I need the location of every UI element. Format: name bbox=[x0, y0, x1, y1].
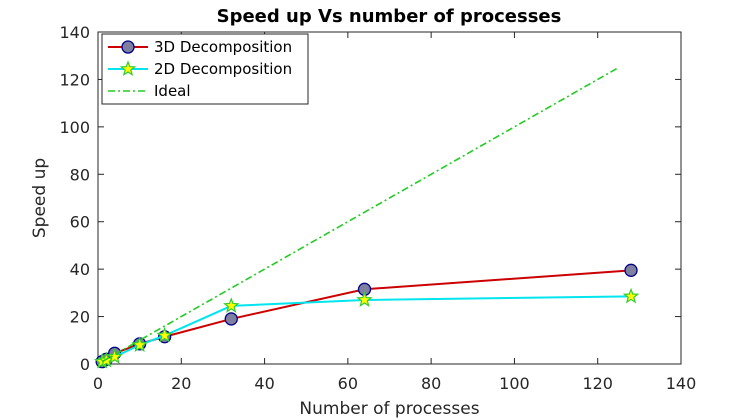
y-axis-label: Speed up bbox=[30, 158, 50, 238]
y-tick-label: 40 bbox=[70, 260, 90, 279]
x-tick-label: 100 bbox=[499, 374, 530, 393]
legend-label: 2D Decomposition bbox=[154, 60, 292, 78]
x-tick-label: 20 bbox=[171, 374, 191, 393]
series-line bbox=[101, 66, 619, 363]
data-point bbox=[224, 312, 238, 326]
x-tick-label: 140 bbox=[666, 374, 697, 393]
x-tick-label: 120 bbox=[582, 374, 613, 393]
y-axis-ticks: 0 20 40 60 80 100 120 140 bbox=[59, 23, 681, 374]
series-2 bbox=[93, 287, 640, 369]
chart-title: Speed up Vs number of processes bbox=[217, 6, 562, 27]
y-tick-label: 120 bbox=[59, 70, 90, 89]
legend-marker bbox=[121, 40, 135, 54]
x-tick-label: 60 bbox=[338, 374, 358, 393]
y-tick-label: 0 bbox=[80, 355, 90, 374]
data-point bbox=[156, 326, 173, 343]
series-3 bbox=[101, 66, 619, 363]
data-point bbox=[106, 348, 123, 364]
y-tick-label: 80 bbox=[70, 165, 90, 184]
x-axis-label: Number of processes bbox=[299, 399, 479, 419]
data-point bbox=[356, 291, 373, 307]
data-point bbox=[622, 287, 640, 304]
legend: 3D Decomposition 2D Decomposition Ideal bbox=[101, 33, 309, 105]
x-tick-label: 40 bbox=[254, 374, 274, 393]
data-point bbox=[624, 263, 638, 277]
data-point bbox=[131, 336, 148, 353]
legend-item-2: 2D Decomposition bbox=[108, 60, 292, 78]
y-tick-label: 140 bbox=[59, 23, 90, 42]
legend-marker bbox=[119, 60, 137, 77]
x-axis-ticks: 0 20 40 60 80 100 120 140 bbox=[93, 32, 696, 393]
legend-label: 3D Decomposition bbox=[154, 38, 292, 56]
y-tick-label: 20 bbox=[70, 308, 90, 327]
legend-label: Ideal bbox=[154, 82, 191, 100]
y-tick-label: 100 bbox=[59, 118, 90, 137]
series-layer bbox=[93, 66, 640, 369]
legend-item-3: Ideal bbox=[108, 82, 191, 100]
legend-item-1: 3D Decomposition bbox=[108, 38, 292, 56]
x-tick-label: 80 bbox=[421, 374, 441, 393]
y-tick-label: 60 bbox=[70, 213, 90, 232]
data-point bbox=[223, 297, 240, 313]
x-tick-label: 0 bbox=[93, 374, 103, 393]
